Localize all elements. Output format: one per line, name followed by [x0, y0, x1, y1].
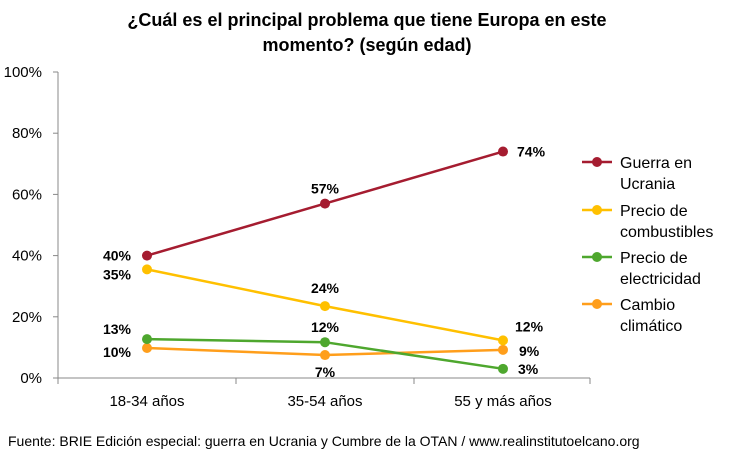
data-label: 9%: [519, 343, 540, 359]
data-label: 35%: [103, 266, 132, 282]
legend-label: Precio de: [620, 203, 688, 220]
series-0-point: [498, 146, 508, 157]
legend-label: combustibles: [620, 224, 713, 241]
data-label: 57%: [311, 181, 340, 197]
y-tick-label: 20%: [12, 309, 42, 326]
data-label: 10%: [103, 344, 132, 360]
legend-swatch-marker: [592, 299, 602, 309]
series-1-point: [320, 301, 330, 312]
series-1-point: [142, 264, 152, 275]
series-2-point: [142, 334, 152, 345]
data-label: 7%: [315, 364, 336, 380]
legend-swatch-marker: [592, 157, 602, 167]
chart-axes: [57, 72, 590, 379]
data-labels: 40% 57% 74% 35% 24% 12% 13% 12% 3% 10% 7% 9%: [103, 144, 546, 380]
legend-swatch-marker: [592, 205, 602, 215]
data-label: 12%: [311, 319, 340, 335]
legend-label: Precio de: [620, 250, 688, 267]
x-tick-label: 18-34 años: [109, 393, 184, 410]
y-tick-label: 40%: [12, 248, 42, 265]
y-ticks: 0% 20% 40% 60% 80% 100%: [4, 64, 58, 387]
legend: Guerra en Ucrania Precio de combustibles Pre…: [582, 155, 713, 335]
legend-label: climático: [620, 318, 682, 335]
legend-label: Ucrania: [620, 176, 675, 193]
series-0-point: [320, 198, 330, 209]
series-3-point: [142, 343, 152, 354]
series-2-point: [320, 337, 330, 348]
source-note: Fuente: BRIE Edición especial: guerra en…: [8, 433, 640, 449]
y-tick-label: 80%: [12, 125, 42, 142]
series-1-point: [498, 335, 508, 346]
chart-title-line: momento? (según edad): [262, 35, 471, 55]
chart-title-line: ¿Cuál es el principal problema que tiene…: [127, 10, 606, 30]
data-label: 3%: [518, 361, 539, 377]
legend-label: Guerra en: [620, 155, 692, 172]
y-tick-label: 60%: [12, 186, 42, 203]
y-tick-label: 100%: [4, 64, 42, 81]
y-tick-label: 0%: [20, 370, 42, 387]
legend-label: electricidad: [620, 271, 701, 288]
x-ticks: 18-34 años 35-54 años 55 y más años: [57, 378, 591, 410]
data-label: 13%: [103, 321, 132, 337]
x-tick-label: 35-54 años: [287, 393, 362, 410]
series-lines: [142, 146, 508, 374]
x-tick-label: 55 y más años: [454, 393, 552, 410]
legend-swatch-marker: [592, 252, 602, 262]
data-label: 74%: [517, 144, 546, 160]
chart-title: ¿Cuál es el principal problema que tiene…: [127, 10, 606, 55]
legend-label: Cambio: [620, 297, 675, 314]
series-3-point: [498, 344, 508, 355]
series-3-point: [320, 350, 330, 361]
series-2-point: [498, 363, 508, 374]
series-0-point: [142, 250, 152, 261]
data-label: 40%: [103, 248, 132, 264]
data-label: 24%: [311, 280, 340, 296]
data-label: 12%: [515, 318, 544, 334]
